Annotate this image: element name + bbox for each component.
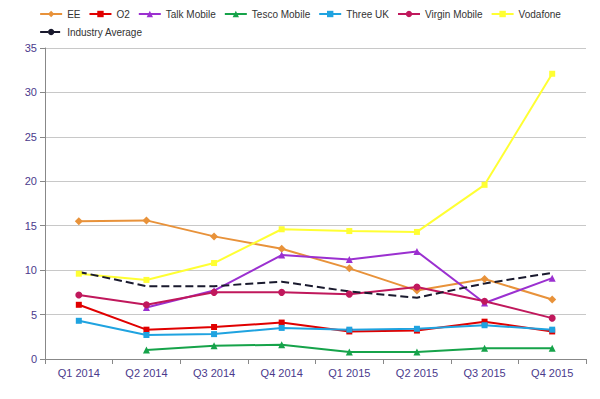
svg-text:Industry Average: Industry Average — [67, 27, 142, 38]
svg-text:10: 10 — [25, 264, 37, 276]
svg-text:5: 5 — [31, 309, 37, 321]
svg-text:O2: O2 — [116, 9, 130, 20]
svg-text:Q3 2015: Q3 2015 — [463, 367, 505, 379]
svg-text:Virgin Mobile: Virgin Mobile — [425, 9, 483, 20]
svg-text:15: 15 — [25, 220, 37, 232]
svg-text:20: 20 — [25, 175, 37, 187]
svg-text:0: 0 — [31, 353, 37, 365]
svg-text:Q3 2014: Q3 2014 — [193, 367, 235, 379]
svg-text:Q2 2015: Q2 2015 — [396, 367, 438, 379]
svg-text:Q4 2014: Q4 2014 — [261, 367, 303, 379]
svg-text:Q4 2015: Q4 2015 — [531, 367, 573, 379]
svg-text:Three UK: Three UK — [346, 9, 389, 20]
svg-text:Tesco Mobile: Tesco Mobile — [252, 9, 311, 20]
svg-text:Vodafone: Vodafone — [519, 9, 562, 20]
svg-text:Q2 2014: Q2 2014 — [125, 367, 167, 379]
svg-text:Q1 2015: Q1 2015 — [328, 367, 370, 379]
svg-text:Q1 2014: Q1 2014 — [58, 367, 100, 379]
svg-text:EE: EE — [67, 9, 81, 20]
svg-text:35: 35 — [25, 42, 37, 54]
svg-text:30: 30 — [25, 86, 37, 98]
svg-text:Talk Mobile: Talk Mobile — [166, 9, 216, 20]
svg-text:25: 25 — [25, 131, 37, 143]
